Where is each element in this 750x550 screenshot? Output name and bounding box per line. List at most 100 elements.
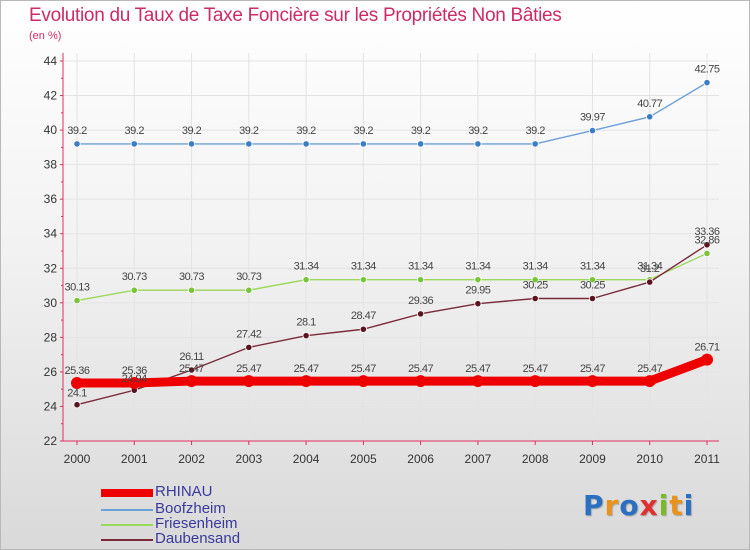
- value-label-rhinau: 25.47: [523, 363, 548, 375]
- logo-letter: i: [683, 489, 695, 522]
- data-point-boofzheim: [531, 140, 539, 148]
- value-label-daubensand: 26.11: [179, 351, 204, 363]
- value-label-friesenheim: 31.34: [637, 261, 662, 273]
- y-tick-label: 30: [44, 296, 58, 310]
- data-point-rhinau: [357, 375, 370, 388]
- data-point-boofzheim: [187, 140, 196, 148]
- data-point-daubensand: [187, 366, 196, 374]
- value-label-boofzheim: 39.2: [411, 125, 431, 137]
- value-label-friesenheim: 31.34: [465, 261, 490, 273]
- data-point-boofzheim: [646, 113, 654, 121]
- data-point-daubensand: [302, 332, 310, 340]
- value-label-friesenheim: 31.34: [408, 261, 433, 273]
- data-point-daubensand: [417, 310, 425, 318]
- data-point-rhinau: [185, 375, 198, 388]
- data-point-friesenheim: [130, 286, 138, 294]
- legend-label-rhinau: RHINAU: [155, 483, 213, 500]
- value-label-rhinau: 25.47: [236, 363, 261, 375]
- data-point-rhinau: [643, 375, 656, 388]
- x-tick-label: 2002: [178, 452, 205, 466]
- data-point-daubensand: [73, 401, 81, 409]
- x-tick-label: 2010: [636, 452, 663, 466]
- value-label-daubensand: 27.42: [236, 328, 261, 340]
- data-point-rhinau: [71, 376, 83, 389]
- series-line-rhinau: [72, 355, 712, 388]
- x-tick-label: 2003: [235, 452, 262, 466]
- data-point-daubensand: [646, 278, 654, 286]
- data-point-friesenheim: [302, 276, 310, 284]
- y-tick-label: 38: [44, 158, 58, 172]
- data-point-rhinau: [414, 375, 427, 388]
- legend-label-daubensand: Daubensand: [155, 530, 241, 547]
- logo-letter: r: [604, 489, 620, 522]
- data-point-daubensand: [703, 241, 711, 249]
- y-tick-label: 26: [44, 365, 58, 379]
- y-tick-label: 28: [44, 330, 58, 344]
- value-label-daubensand: 31.2: [640, 263, 660, 275]
- data-point-friesenheim: [474, 276, 482, 284]
- value-label-boofzheim: 40.77: [637, 98, 662, 110]
- legend-label-friesenheim: Friesenheim: [155, 515, 238, 532]
- data-point-friesenheim: [703, 249, 711, 258]
- x-tick-label: 2009: [579, 452, 606, 466]
- value-label-daubensand: 28.1: [296, 317, 316, 329]
- value-label-boofzheim: 39.2: [354, 125, 374, 137]
- value-label-boofzheim: 42.75: [694, 64, 719, 76]
- value-label-boofzheim: 39.2: [182, 125, 202, 137]
- value-label-rhinau: 25.47: [637, 363, 662, 375]
- series-line-friesenheim: [76, 252, 708, 302]
- value-label-friesenheim: 30.73: [122, 271, 147, 283]
- legend-label-boofzheim: Boofzheim: [155, 500, 226, 517]
- legend-swatch-rhinau: [101, 489, 153, 497]
- data-point-boofzheim: [359, 140, 367, 148]
- data-point-rhinau: [586, 375, 599, 388]
- data-point-boofzheim: [703, 78, 711, 87]
- value-label-rhinau: 25.36: [122, 365, 147, 377]
- y-tick-label: 36: [44, 192, 58, 206]
- data-point-rhinau: [128, 376, 141, 389]
- data-point-rhinau: [242, 375, 255, 388]
- value-label-daubensand: 28.47: [351, 310, 376, 322]
- value-label-rhinau: 25.47: [465, 363, 490, 375]
- data-point-rhinau: [701, 353, 713, 366]
- value-label-daubensand: 33.36: [694, 226, 719, 238]
- data-point-rhinau: [471, 375, 484, 388]
- legend-swatch-friesenheim: [101, 524, 153, 526]
- value-label-daubensand: 24.1: [67, 388, 87, 400]
- x-tick-label: 2001: [121, 452, 148, 466]
- value-label-rhinau: 25.36: [64, 365, 89, 377]
- value-label-rhinau: 25.47: [351, 363, 376, 375]
- data-point-rhinau: [300, 375, 313, 388]
- data-point-daubensand: [474, 300, 482, 308]
- logo-letter: t: [669, 489, 684, 522]
- legend-swatch-boofzheim: [101, 509, 153, 511]
- value-label-friesenheim: 31.34: [580, 261, 605, 273]
- value-label-friesenheim: 30.13: [64, 282, 89, 294]
- value-label-daubensand: 30.25: [580, 280, 605, 292]
- value-label-boofzheim: 39.2: [67, 125, 87, 137]
- y-tick-label: 32: [44, 261, 58, 275]
- data-point-friesenheim: [359, 276, 367, 284]
- logo-letter: o: [619, 489, 640, 522]
- data-point-daubensand: [588, 294, 597, 303]
- x-tick-label: 2007: [465, 452, 492, 466]
- y-tick-label: 24: [44, 399, 58, 413]
- value-label-boofzheim: 39.2: [239, 125, 259, 137]
- logo-letter: x: [639, 489, 659, 522]
- value-label-friesenheim: 30.73: [236, 271, 261, 283]
- legend-swatch-daubensand: [101, 539, 153, 541]
- value-label-rhinau: 25.47: [294, 363, 319, 375]
- value-label-daubensand: 24.94: [122, 373, 147, 385]
- x-tick-label: 2005: [350, 452, 377, 466]
- value-label-boofzheim: 39.2: [525, 125, 545, 137]
- value-label-friesenheim: 31.34: [351, 261, 376, 273]
- value-label-friesenheim: 30.73: [179, 271, 204, 283]
- data-point-boofzheim: [588, 127, 597, 135]
- value-label-friesenheim: 32.86: [694, 234, 719, 246]
- y-tick-label: 34: [44, 227, 58, 241]
- value-label-daubensand: 30.25: [523, 280, 548, 292]
- y-tick-label: 44: [44, 54, 58, 68]
- data-point-friesenheim: [245, 286, 253, 294]
- data-point-friesenheim: [588, 276, 597, 284]
